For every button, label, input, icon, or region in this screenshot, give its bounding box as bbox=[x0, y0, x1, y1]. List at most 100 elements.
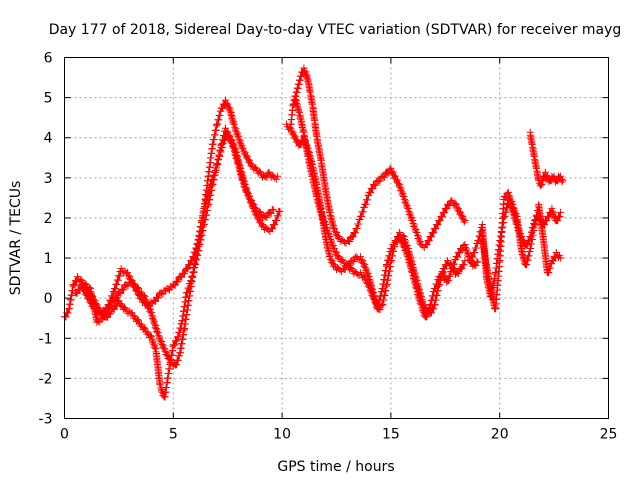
data-point bbox=[141, 293, 149, 301]
data-point bbox=[247, 162, 255, 170]
data-point bbox=[95, 306, 103, 314]
data-point bbox=[158, 338, 166, 345]
data-point bbox=[224, 131, 232, 139]
data-point bbox=[181, 270, 188, 278]
data-point bbox=[511, 208, 519, 216]
data-point bbox=[469, 262, 477, 270]
data-point bbox=[472, 244, 480, 252]
data-point bbox=[272, 175, 280, 183]
data-point bbox=[145, 301, 153, 309]
data-point bbox=[372, 181, 380, 189]
data-point bbox=[156, 333, 164, 341]
data-point bbox=[184, 265, 192, 273]
y-axis-label: SDTVAR / TECUs bbox=[8, 181, 24, 296]
data-point bbox=[548, 204, 556, 212]
data-point bbox=[545, 213, 553, 221]
data-point bbox=[318, 211, 326, 219]
data-point bbox=[156, 336, 164, 344]
data-point bbox=[274, 172, 282, 180]
frame-layer bbox=[64, 57, 609, 419]
chart-title: Day 177 of 2018, Sidereal Day-to-day VTE… bbox=[49, 22, 622, 38]
series-track-1 bbox=[61, 96, 282, 326]
data-point bbox=[226, 135, 234, 143]
data-point bbox=[402, 240, 410, 248]
data-point bbox=[467, 257, 475, 265]
data-point bbox=[404, 204, 412, 212]
data-point bbox=[430, 305, 438, 313]
data-point bbox=[419, 242, 427, 250]
data-point bbox=[389, 168, 397, 176]
data-point bbox=[330, 262, 338, 270]
data-point bbox=[322, 221, 330, 228]
data-point bbox=[425, 237, 433, 245]
data-point bbox=[421, 302, 429, 310]
data-point bbox=[171, 341, 179, 349]
data-point bbox=[163, 349, 171, 357]
data-point bbox=[219, 105, 227, 112]
data-point bbox=[134, 316, 142, 324]
data-point bbox=[276, 207, 284, 215]
x-tick-label: 25 bbox=[600, 427, 618, 443]
data-point bbox=[505, 191, 513, 199]
data-point bbox=[235, 135, 243, 143]
data-point bbox=[350, 258, 358, 266]
data-point bbox=[432, 225, 440, 233]
data-point bbox=[271, 174, 279, 182]
data-point bbox=[241, 184, 249, 192]
data-point bbox=[124, 271, 132, 279]
data-point bbox=[461, 244, 469, 251]
data-point bbox=[183, 289, 191, 297]
data-point bbox=[358, 212, 365, 220]
data-point bbox=[536, 182, 544, 190]
data-point bbox=[269, 225, 277, 233]
series-track-3 bbox=[82, 124, 277, 401]
data-point bbox=[362, 265, 370, 273]
data-point bbox=[549, 257, 557, 265]
data-point bbox=[114, 298, 122, 306]
data-point bbox=[324, 231, 332, 239]
series-track-8 bbox=[478, 188, 565, 313]
data-point bbox=[407, 215, 415, 223]
data-point bbox=[541, 168, 549, 176]
data-point bbox=[460, 218, 468, 226]
data-point bbox=[454, 253, 462, 261]
data-point bbox=[159, 343, 167, 351]
data-point bbox=[430, 229, 438, 237]
data-point bbox=[328, 240, 336, 248]
data-point bbox=[145, 304, 153, 312]
data-point bbox=[411, 224, 419, 232]
data-point bbox=[174, 278, 182, 286]
data-point bbox=[376, 306, 384, 314]
data-point bbox=[78, 281, 86, 289]
data-point bbox=[244, 155, 252, 163]
data-point bbox=[88, 292, 96, 299]
data-point bbox=[251, 203, 258, 211]
data-point bbox=[333, 231, 341, 239]
data-point bbox=[377, 302, 385, 310]
data-point bbox=[233, 131, 241, 139]
data-point bbox=[380, 173, 388, 181]
y-tick-label: 1 bbox=[44, 251, 53, 267]
y-tick-label: 2 bbox=[44, 211, 53, 227]
data-point bbox=[236, 137, 244, 145]
data-point bbox=[376, 177, 384, 185]
data-point bbox=[321, 218, 328, 225]
data-point bbox=[364, 271, 371, 279]
data-point bbox=[222, 96, 229, 104]
data-point bbox=[506, 193, 514, 201]
y-tick-label: -1 bbox=[39, 331, 53, 347]
data-point bbox=[92, 300, 100, 307]
data-point bbox=[512, 209, 520, 217]
data-point bbox=[457, 208, 464, 216]
data-point bbox=[251, 206, 259, 214]
data-point bbox=[264, 226, 272, 234]
data-point bbox=[334, 254, 342, 262]
data-point bbox=[393, 176, 401, 184]
data-point bbox=[447, 260, 455, 268]
data-point bbox=[413, 229, 421, 236]
series-track-4 bbox=[287, 64, 469, 251]
data-point bbox=[460, 261, 468, 269]
data-point bbox=[244, 191, 252, 199]
data-point bbox=[454, 204, 462, 212]
